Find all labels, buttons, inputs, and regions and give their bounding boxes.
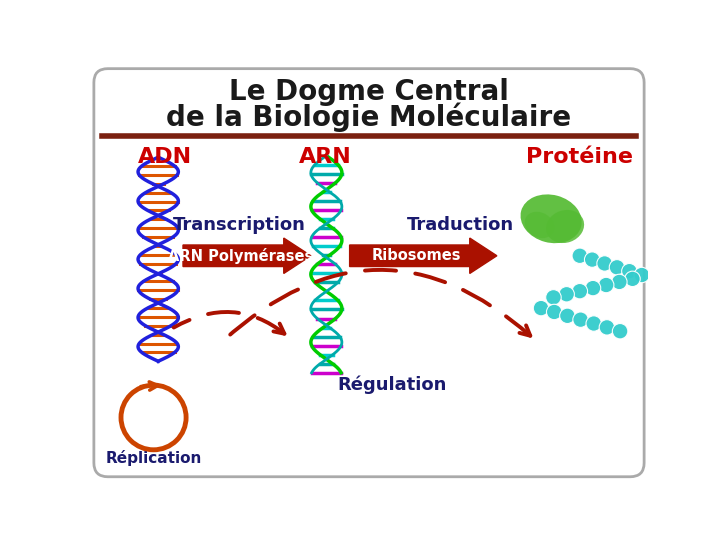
Circle shape (611, 274, 627, 289)
Text: de la Biologie Moléculaire: de la Biologie Moléculaire (166, 103, 572, 132)
Circle shape (572, 284, 588, 299)
Circle shape (534, 300, 549, 316)
Ellipse shape (521, 194, 582, 243)
Ellipse shape (546, 210, 584, 243)
Text: Le Dogme Central: Le Dogme Central (229, 78, 509, 106)
Circle shape (546, 304, 562, 320)
Circle shape (546, 289, 561, 305)
FancyArrow shape (183, 238, 311, 273)
Circle shape (598, 278, 614, 293)
Text: Ribosomes: Ribosomes (371, 248, 461, 264)
Circle shape (586, 316, 601, 331)
Circle shape (621, 264, 637, 279)
FancyBboxPatch shape (94, 69, 644, 477)
Circle shape (572, 248, 588, 264)
Circle shape (612, 323, 628, 339)
Circle shape (609, 260, 625, 275)
Text: ADN: ADN (138, 147, 192, 167)
Circle shape (585, 280, 600, 296)
Circle shape (599, 320, 615, 335)
Text: ARN: ARN (300, 147, 352, 167)
Circle shape (634, 267, 649, 283)
Circle shape (585, 252, 600, 267)
Text: Protéine: Protéine (526, 147, 633, 167)
Ellipse shape (525, 212, 554, 238)
Text: ARN Polymérases: ARN Polymérases (168, 248, 313, 264)
Circle shape (559, 287, 575, 302)
Text: Régulation: Régulation (338, 375, 447, 394)
Circle shape (573, 312, 588, 327)
Text: Transcription: Transcription (173, 216, 306, 234)
Text: Réplication: Réplication (105, 449, 202, 465)
Circle shape (625, 271, 640, 287)
Text: Traduction: Traduction (407, 216, 514, 234)
Circle shape (559, 308, 575, 323)
FancyArrow shape (350, 238, 497, 273)
Circle shape (597, 256, 612, 271)
